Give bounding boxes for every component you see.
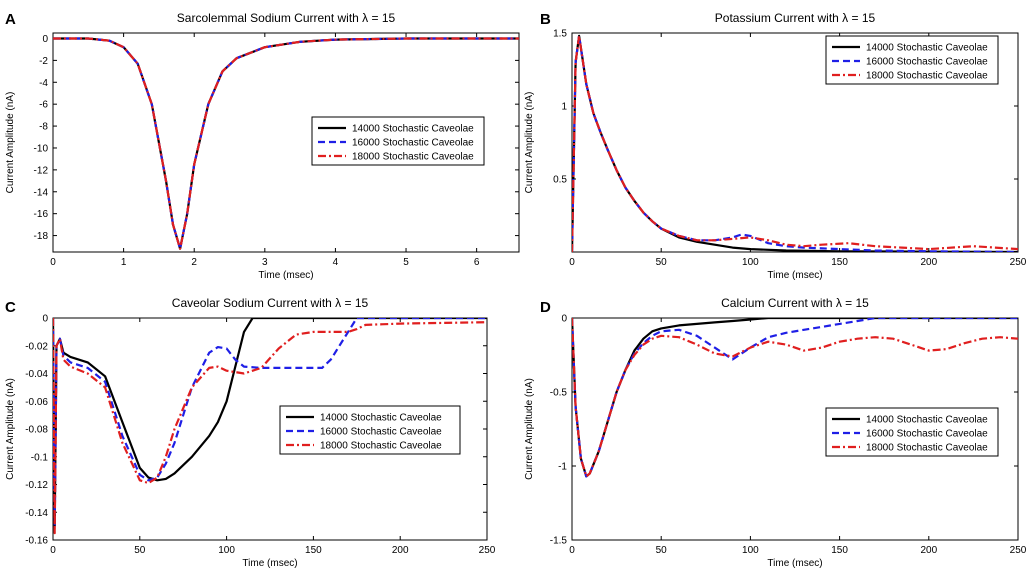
y-tick-label: -6 — [39, 100, 48, 111]
panel-c-caveolar-sodium: Caveolar Sodium Current with λ = 15 0 50 10… — [5, 296, 496, 569]
legend-entry: 14000 Stochastic Caveolae — [352, 124, 474, 135]
legend: 14000 Stochastic Caveolae 16000 Stochasti… — [311, 116, 485, 166]
plot-frame — [52, 32, 520, 253]
y-tick-label: -0.5 — [550, 388, 568, 399]
x-tick-label: 50 — [656, 257, 668, 268]
legend-entry: 18000 Stochastic Caveolae — [352, 152, 474, 163]
y-tick-label: -12 — [34, 165, 49, 176]
series-line-2 — [572, 318, 1018, 478]
x-tick-label: 150 — [831, 545, 848, 556]
y-tick-label: -0.14 — [25, 508, 48, 519]
x-axis-label: Time (msec) — [767, 270, 822, 281]
y-tick-label: -10 — [34, 143, 49, 154]
y-axis-label: Current Amplitude (nA) — [524, 378, 535, 480]
panel-letter-c: C — [5, 299, 16, 316]
y-tick-label: 0 — [42, 34, 48, 45]
y-tick-label: 0 — [561, 314, 567, 325]
legend: 14000 Stochastic Caveolae 16000 Stochasti… — [825, 407, 999, 457]
y-axis-label: Current Amplitude (nA) — [524, 92, 535, 194]
x-tick-label: 250 — [1010, 257, 1027, 268]
y-tick-label: -0.1 — [31, 452, 49, 463]
y-axis-label: Current Amplitude (nA) — [5, 92, 16, 194]
y-tick-label: -8 — [39, 122, 48, 133]
legend-entry: 16000 Stochastic Caveolae — [352, 138, 474, 149]
legend-entry: 18000 Stochastic Caveolae — [320, 441, 442, 452]
y-tick-label: 0 — [42, 314, 48, 325]
x-tick-label: 1 — [121, 257, 127, 268]
y-tick-label: -2 — [39, 56, 48, 67]
series-line-2 — [53, 37, 519, 250]
x-tick-label: 0 — [50, 545, 56, 556]
y-tick-label: -0.08 — [25, 425, 48, 436]
x-tick-label: 200 — [920, 257, 937, 268]
chart-title: Sarcolemmal Sodium Current with λ = 15 — [177, 11, 396, 25]
legend-entry: 16000 Stochastic Caveolae — [866, 57, 988, 68]
x-tick-label: 0 — [50, 257, 56, 268]
y-tick-label: -16 — [34, 209, 49, 220]
chart-title: Calcium Current with λ = 15 — [721, 296, 869, 310]
x-tick-label: 6 — [474, 257, 480, 268]
x-tick-label: 250 — [1010, 545, 1027, 556]
series-line-3 — [53, 318, 487, 535]
legend-entry: 14000 Stochastic Caveolae — [866, 43, 988, 54]
panel-b-potassium: Potassium Current with λ = 15 0 50 100 150 20… — [524, 11, 1027, 281]
legend-entry: 18000 Stochastic Caveolae — [866, 443, 988, 454]
x-axis-label: Time (msec) — [767, 558, 822, 569]
x-tick-label: 0 — [569, 545, 575, 556]
y-tick-label: -0.06 — [25, 397, 48, 408]
panel-d-calcium: Calcium Current with λ = 15 0 50 100 150 200 2… — [524, 296, 1027, 569]
y-tick-label: 1.5 — [553, 29, 567, 40]
legend: 14000 Stochastic Caveolae 16000 Stochasti… — [825, 35, 999, 85]
x-tick-label: 2 — [191, 257, 197, 268]
series-line-3 — [572, 318, 1018, 478]
x-tick-label: 200 — [392, 545, 409, 556]
y-axis-label: Current Amplitude (nA) — [5, 378, 16, 480]
plot-frame — [571, 32, 1019, 253]
legend-entry: 16000 Stochastic Caveolae — [866, 429, 988, 440]
x-tick-label: 3 — [262, 257, 268, 268]
x-tick-label: 0 — [569, 257, 575, 268]
y-tick-label: -0.12 — [25, 480, 48, 491]
y-tick-label: -14 — [34, 187, 49, 198]
x-tick-label: 50 — [656, 545, 668, 556]
y-tick-label: 1 — [561, 102, 567, 113]
panel-letter-a: A — [5, 11, 16, 28]
panel-letter-d: D — [540, 299, 551, 316]
x-axis-label: Time (msec) — [242, 558, 297, 569]
legend-entry: 18000 Stochastic Caveolae — [866, 71, 988, 82]
chart-title: Caveolar Sodium Current with λ = 15 — [172, 296, 369, 310]
series-line-3 — [572, 34, 1018, 252]
y-tick-label: -4 — [39, 78, 48, 89]
y-tick-label: 0.5 — [553, 175, 567, 186]
panel-a-sarcolemmal-sodium: Sarcolemmal Sodium Current with λ = 15 0 1… — [5, 11, 520, 281]
x-tick-label: 250 — [479, 545, 496, 556]
x-tick-label: 50 — [134, 545, 146, 556]
series-line-2 — [53, 318, 487, 528]
legend-entry: 16000 Stochastic Caveolae — [320, 427, 442, 438]
x-tick-label: 150 — [831, 257, 848, 268]
series-line-2 — [572, 34, 1018, 252]
legend-entry: 14000 Stochastic Caveolae — [320, 413, 442, 424]
chart-title: Potassium Current with λ = 15 — [715, 11, 876, 25]
legend-entry: 14000 Stochastic Caveolae — [866, 415, 988, 426]
x-tick-label: 4 — [333, 257, 339, 268]
y-tick-label: -0.16 — [25, 536, 48, 547]
x-tick-label: 5 — [403, 257, 409, 268]
y-tick-label: -1.5 — [550, 536, 568, 547]
x-tick-label: 200 — [920, 545, 937, 556]
x-axis-label: Time (msec) — [258, 270, 313, 281]
y-tick-label: -0.02 — [25, 341, 48, 352]
y-tick-label: -0.04 — [25, 369, 48, 380]
x-tick-label: 100 — [742, 545, 759, 556]
y-tick-label: -18 — [34, 231, 49, 242]
x-tick-label: 100 — [218, 545, 235, 556]
y-tick-label: -1 — [558, 462, 567, 473]
legend: 14000 Stochastic Caveolae 16000 Stochasti… — [279, 405, 461, 455]
panel-letter-b: B — [540, 11, 551, 28]
x-tick-label: 150 — [305, 545, 322, 556]
x-tick-label: 100 — [742, 257, 759, 268]
